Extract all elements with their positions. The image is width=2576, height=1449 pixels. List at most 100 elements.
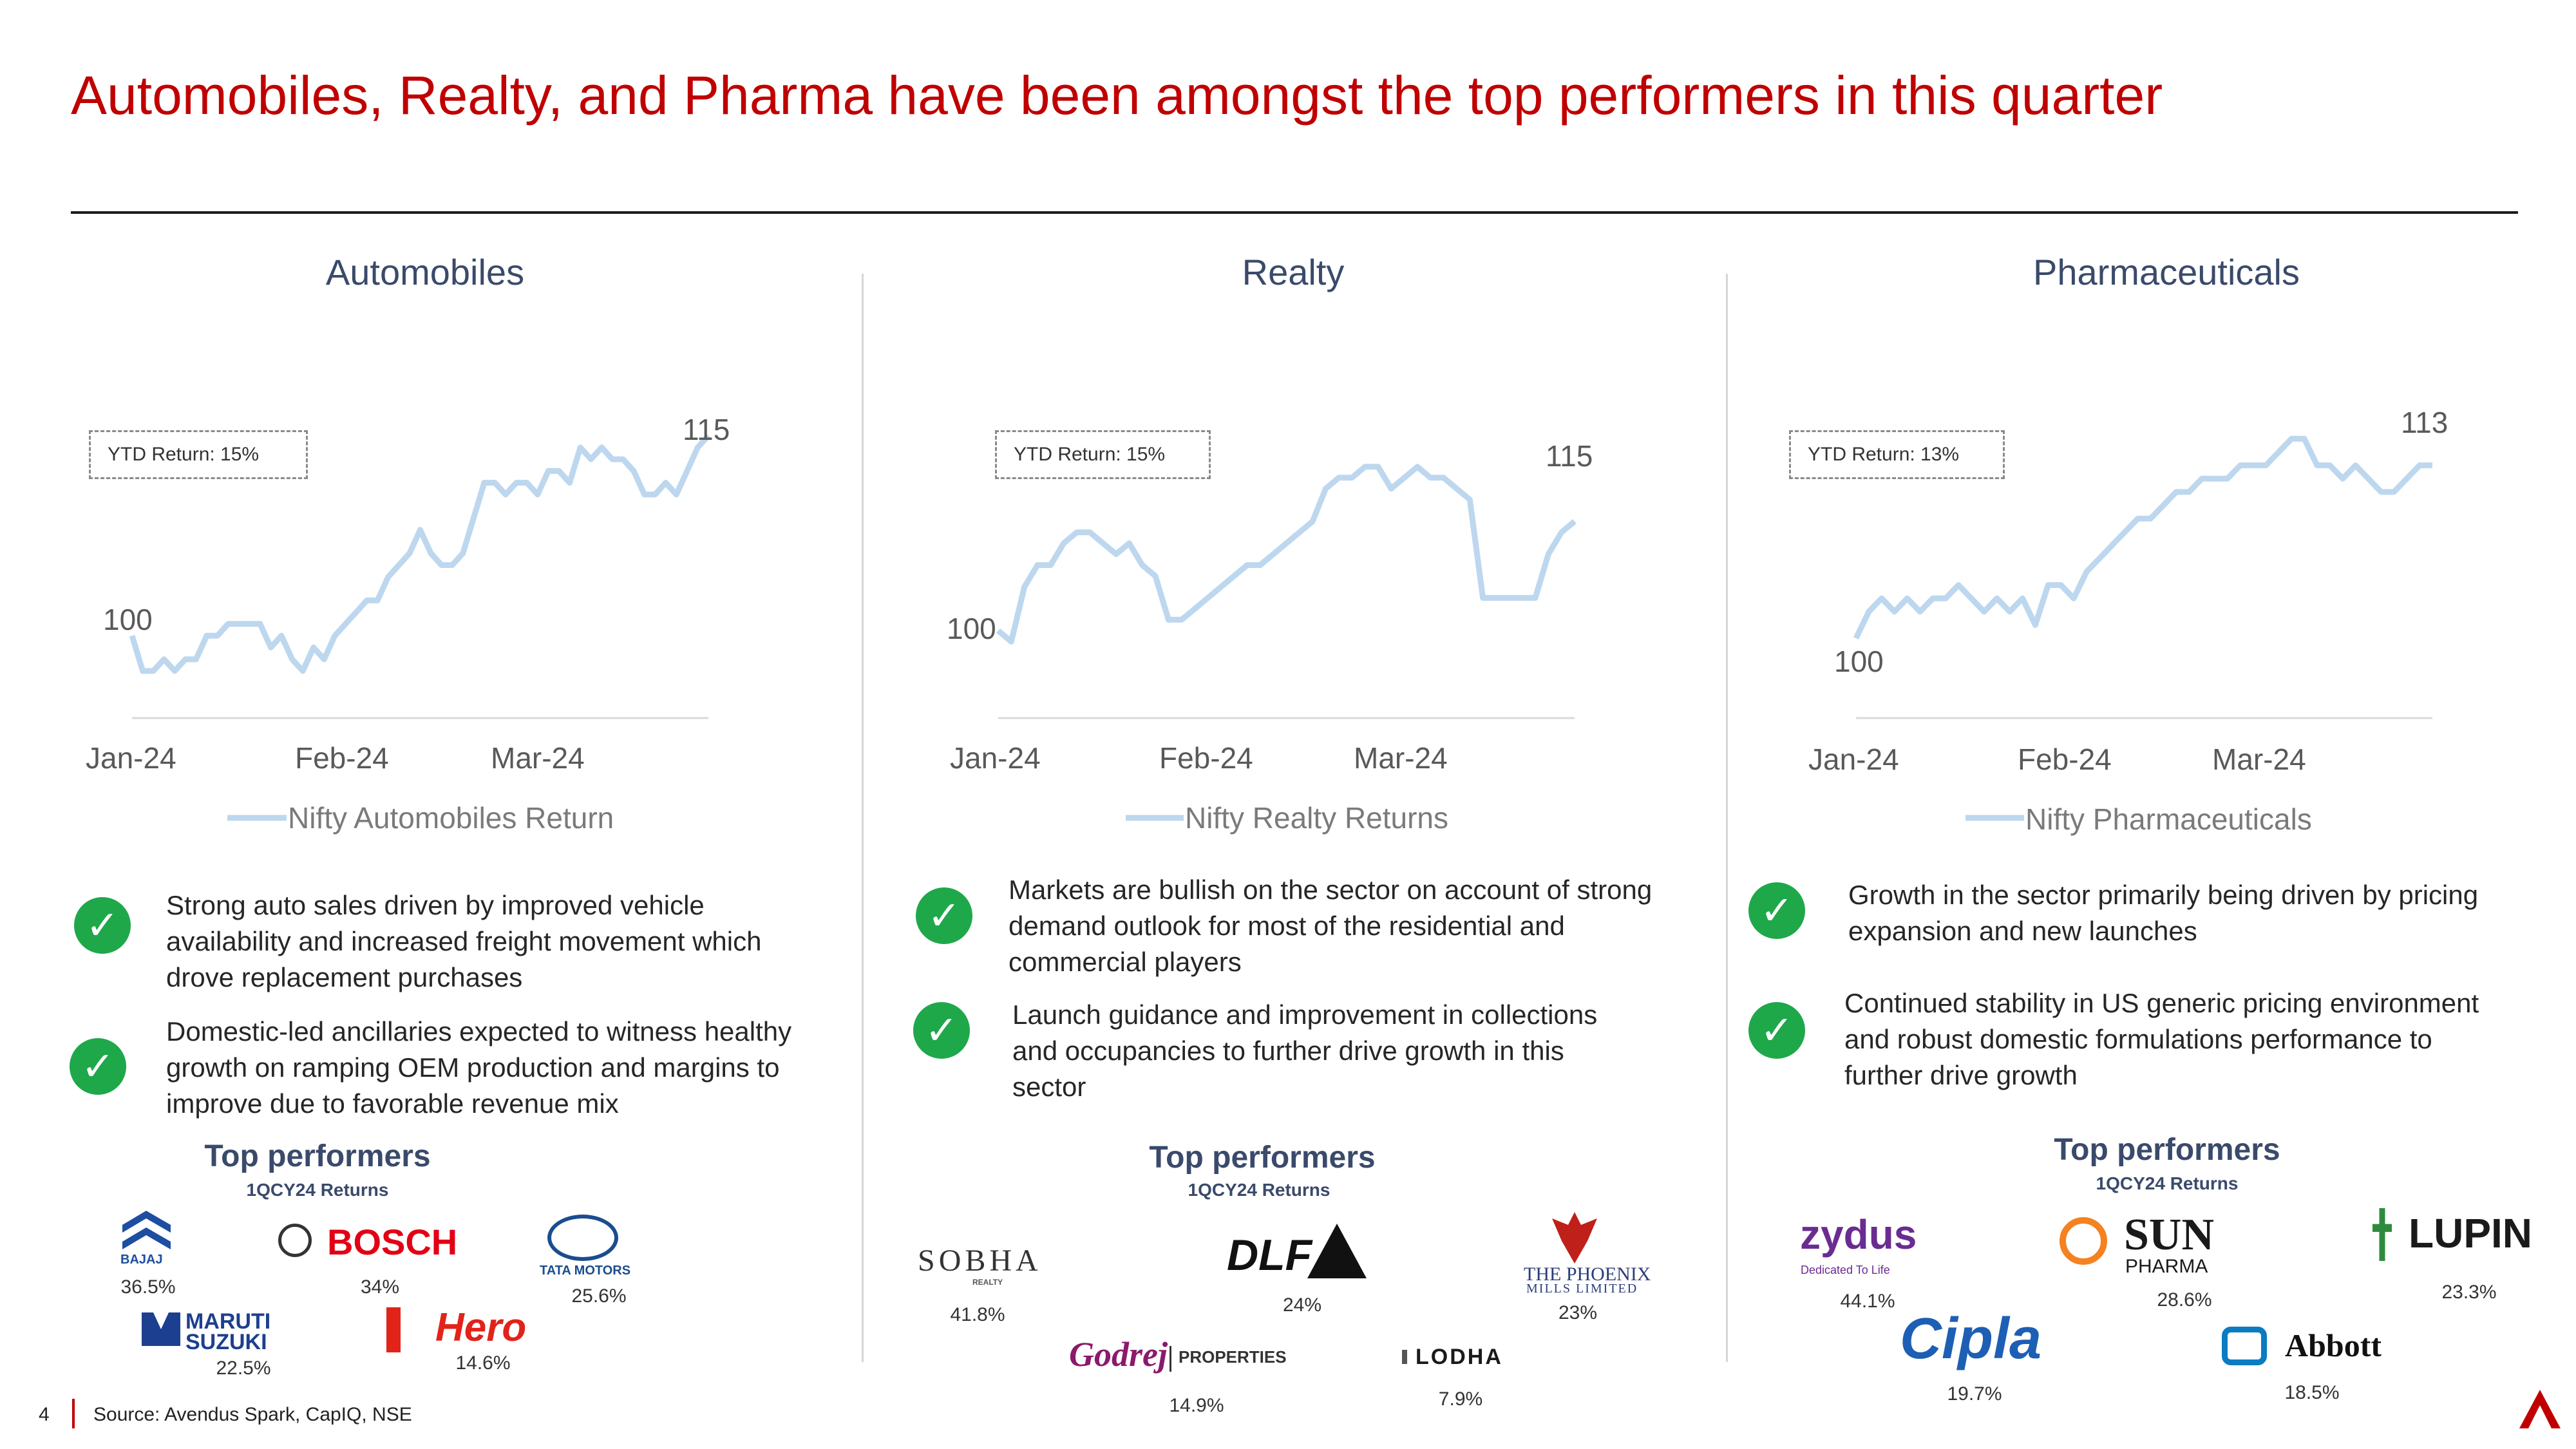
bullet-text: Domestic-led ancillaries expected to wit… — [166, 1016, 792, 1119]
performer-return: 18.5% — [2284, 1382, 2340, 1403]
checkmark-icon: ✓ — [74, 897, 131, 954]
performer-return: 23.3% — [2441, 1282, 2497, 1303]
performer-return: 19.7% — [1947, 1383, 2002, 1405]
bullet-text: Strong auto sales driven by improved veh… — [166, 890, 762, 992]
maruti-suzuki-wordmark: MARUTI SUZUKI — [185, 1309, 271, 1354]
maruti-suzuki-icon — [142, 1312, 180, 1346]
legend-label: Nifty Realty Returns — [1185, 801, 1448, 835]
godrej-wordmark: Godrej — [1069, 1335, 1168, 1374]
x-tick-label: Jan-24 — [950, 741, 1041, 775]
performer-return: 23% — [1558, 1302, 1598, 1323]
end-value-label: 115 — [1546, 439, 1593, 473]
sun-pharma-subtext: PHARMA — [2125, 1256, 2208, 1277]
top-performers-subheading: 1QCY24 Returns — [246, 1180, 389, 1200]
end-value-label: 115 — [683, 413, 730, 446]
page-number: 4 — [39, 1404, 50, 1425]
panel-title-realty: Realty — [1242, 252, 1345, 292]
series-line-pharmaceuticals — [1853, 435, 2432, 640]
bajaj-logo — [122, 1211, 171, 1249]
performer-return: 14.9% — [1169, 1395, 1224, 1416]
performer-return: 7.9% — [1438, 1388, 1483, 1410]
tata-motors-icon — [547, 1215, 618, 1261]
sobha-subtext: REALTY — [972, 1278, 1003, 1287]
x-tick-label: Jan-24 — [86, 741, 176, 775]
series-line-realty — [996, 464, 1577, 645]
performer-return: 41.8% — [950, 1304, 1005, 1325]
zydus-wordmark: zydus — [1800, 1211, 1917, 1258]
panel-title-automobiles: Automobiles — [325, 252, 525, 292]
phoenix-subtext: MILLS LIMITED — [1526, 1282, 1638, 1296]
sun-pharma-wordmark: SUN — [2124, 1210, 2215, 1260]
top-performers-subheading: 1QCY24 Returns — [2096, 1173, 2239, 1193]
tata-motors-wordmark: TATA MOTORS — [540, 1264, 631, 1278]
top-performers-heading: Top performers — [204, 1139, 431, 1173]
source-note: Source: Avendus Spark, CapIQ, NSE — [93, 1404, 412, 1425]
realty-chart: 100 115 Jan-24 Feb-24 Mar-24 Nifty Realt… — [947, 439, 1593, 835]
top-performers-subheading: 1QCY24 Returns — [1188, 1180, 1331, 1200]
performer-return: 28.6% — [2157, 1289, 2212, 1311]
performer-return: 22.5% — [216, 1358, 271, 1379]
top-performers-heading: Top performers — [2054, 1133, 2280, 1167]
checkmark-icon: ✓ — [913, 1002, 970, 1059]
abbott-icon — [2222, 1327, 2267, 1365]
x-tick-label: Feb-24 — [2018, 743, 2112, 776]
bosch-wordmark: BOSCH — [327, 1222, 458, 1262]
performer-return: 36.5% — [120, 1276, 176, 1298]
panel-divider — [1726, 274, 1728, 1362]
godrej-separator — [1170, 1346, 1171, 1372]
pharmaceuticals-chart: 100 113 Jan-24 Feb-24 Mar-24 Nifty Pharm… — [1808, 406, 2448, 836]
lupin-icon — [2372, 1208, 2392, 1261]
ytd-return-box: YTD Return: 15% — [995, 430, 1211, 479]
bosch-icon — [278, 1224, 312, 1257]
bullet-text: Growth in the sector primarily being dri… — [1848, 880, 2479, 946]
performer-return: 44.1% — [1840, 1291, 1895, 1312]
dlf-wordmark: DLF — [1227, 1231, 1312, 1280]
legend-label: Nifty Pharmaceuticals — [2025, 802, 2312, 836]
phoenix-wordmark: THE PHOENIX — [1524, 1264, 1651, 1285]
ytd-return-box: YTD Return: 15% — [89, 430, 308, 479]
performer-return: 34% — [360, 1276, 400, 1298]
bullet-text: Continued stability in US generic pricin… — [1844, 988, 2479, 1090]
lodha-icon — [1402, 1350, 1407, 1364]
x-tick-label: Feb-24 — [1159, 741, 1253, 775]
title-divider — [71, 211, 2518, 214]
start-value-label: 100 — [1834, 645, 1884, 678]
page-title: Automobiles, Realty, and Pharma have bee… — [71, 65, 2163, 126]
footer-separator — [72, 1399, 75, 1428]
start-value-label: 100 — [947, 612, 996, 645]
checkmark-icon: ✓ — [916, 887, 972, 944]
bajaj-wordmark: BAJAJ — [120, 1253, 163, 1267]
automobiles-chart: 100 115 Jan-24 Feb-24 Mar-24 Nifty Autom… — [86, 413, 730, 835]
godrej-subtext: PROPERTIES — [1179, 1347, 1287, 1367]
x-tick-label: Feb-24 — [295, 741, 389, 775]
performer-return: 14.6% — [455, 1352, 511, 1374]
hero-icon — [386, 1307, 401, 1352]
bullet-text: Launch guidance and improvement in colle… — [1012, 999, 1598, 1102]
start-value-label: 100 — [103, 603, 153, 636]
series-line-automobiles — [129, 433, 711, 674]
zydus-tagline: Dedicated To Life — [1801, 1264, 1890, 1276]
avendus-logo-icon — [2519, 1390, 2561, 1428]
dlf-icon — [1307, 1224, 1367, 1278]
x-tick-label: Mar-24 — [1354, 741, 1448, 775]
performer-return: 25.6% — [571, 1285, 627, 1307]
checkmark-icon: ✓ — [1748, 1002, 1805, 1059]
checkmark-icon: ✓ — [70, 1038, 126, 1095]
sobha-wordmark: SOBHA — [918, 1244, 1042, 1278]
panel-divider — [862, 274, 864, 1362]
performer-return: 24% — [1282, 1294, 1322, 1316]
cipla-wordmark: Cipla — [1900, 1307, 2042, 1371]
x-tick-label: Mar-24 — [2212, 743, 2306, 776]
x-tick-label: Mar-24 — [491, 741, 585, 775]
lupin-wordmark: LUPIN — [2409, 1210, 2532, 1256]
end-value-label: 113 — [2401, 406, 2448, 439]
legend-label: Nifty Automobiles Return — [288, 801, 614, 835]
hero-wordmark: Hero — [435, 1305, 527, 1350]
bullet-text: Markets are bullish on the sector on acc… — [1009, 875, 1653, 977]
panel-title-pharmaceuticals: Pharmaceuticals — [2033, 252, 2300, 292]
checkmark-icon: ✓ — [1748, 882, 1805, 939]
lodha-wordmark: LODHA — [1416, 1345, 1503, 1369]
ytd-return-box: YTD Return: 13% — [1789, 430, 2005, 479]
top-performers-heading: Top performers — [1149, 1141, 1376, 1175]
sun-pharma-icon — [2060, 1217, 2107, 1265]
